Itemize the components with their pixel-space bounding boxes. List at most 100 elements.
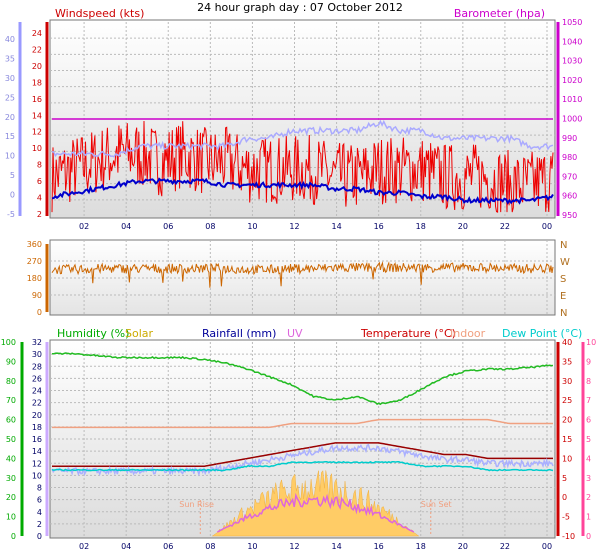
temperature-series-line xyxy=(52,442,553,467)
solar-series-area xyxy=(212,470,420,537)
rain-tick-4: 8 xyxy=(37,484,42,493)
rain-tick-6: 12 xyxy=(32,459,42,468)
temperature-tick-5: 15 xyxy=(562,435,572,444)
rain-tick-3: 6 xyxy=(37,496,42,505)
climate-x-tick-0: 02 xyxy=(79,542,89,551)
legend-item-3: UV xyxy=(287,327,303,340)
humidity-tick-7: 70 xyxy=(6,396,16,405)
legend-item-4: Temperature (°C) xyxy=(360,327,456,340)
climate-x-tick-1: 04 xyxy=(121,542,131,551)
wind-x-tick-8: 18 xyxy=(416,222,426,231)
temperature-tick-3: 5 xyxy=(562,474,567,483)
barometer-tick-4: 990 xyxy=(562,134,577,143)
feels-like-series-line xyxy=(51,443,554,477)
graph-title: 24 hour graph day : 07 October 2012 xyxy=(197,1,403,14)
legend-item-5: Indoor xyxy=(450,327,486,340)
rain-tick-14: 28 xyxy=(32,362,42,371)
wind-x-tick-4: 10 xyxy=(247,222,257,231)
indoor-series-line xyxy=(52,418,553,429)
humidity-tick-9: 90 xyxy=(6,357,16,366)
legend-item-0: Humidity (%) xyxy=(57,327,129,340)
uv-tick-5: 5 xyxy=(586,435,591,444)
humidity-series-line xyxy=(51,352,554,406)
wind-x-tick-6: 14 xyxy=(331,222,341,231)
temperature-tick-7: 25 xyxy=(562,396,572,405)
windspeed-tick-2: 6 xyxy=(37,177,42,186)
wind-x-tick-7: 16 xyxy=(374,222,384,231)
uv-tick-7: 7 xyxy=(586,396,591,405)
rain-tick-16: 32 xyxy=(32,338,42,347)
gust-tick-6: 25 xyxy=(5,93,15,102)
barometer-tick-0: 950 xyxy=(562,211,577,220)
windspeed-tick-5: 12 xyxy=(32,128,42,137)
humidity-tick-5: 50 xyxy=(6,435,16,444)
direction-tick-0: 0 xyxy=(37,308,42,317)
legend-item-6: Dew Point (°C) xyxy=(502,327,582,340)
windspeed-tick-7: 16 xyxy=(32,95,42,104)
average-wind-series-line xyxy=(51,177,554,205)
humidity-tick-10: 100 xyxy=(1,338,16,347)
rain-tick-5: 10 xyxy=(32,471,42,480)
uv-tick-8: 8 xyxy=(586,377,591,386)
barometer-tick-1: 960 xyxy=(562,192,577,201)
humidity-tick-3: 30 xyxy=(6,474,16,483)
humidity-tick-1: 10 xyxy=(6,513,16,522)
barometer-tick-2: 970 xyxy=(562,172,577,181)
climate-x-tick-2: 06 xyxy=(163,542,173,551)
climate-x-tick-7: 16 xyxy=(374,542,384,551)
gust-tick-1: 0 xyxy=(10,191,15,200)
uv-tick-3: 3 xyxy=(586,474,591,483)
gust-tick-7: 30 xyxy=(5,74,15,83)
climate-x-tick-6: 14 xyxy=(331,542,341,551)
climate-x-tick-5: 12 xyxy=(289,542,299,551)
legend-item-1: Solar xyxy=(125,327,154,340)
windspeed-tick-6: 14 xyxy=(32,111,42,120)
uv-tick-0: 0 xyxy=(586,532,591,541)
uv-tick-9: 9 xyxy=(586,357,591,366)
windspeed-tick-3: 8 xyxy=(37,161,42,170)
barometer-tick-6: 1010 xyxy=(562,95,582,104)
humidity-tick-4: 40 xyxy=(6,454,16,463)
sun-rise-label: Sun Rise xyxy=(179,500,214,509)
direction-series-line xyxy=(51,261,554,288)
barometer-tick-7: 1020 xyxy=(562,76,582,85)
wind-x-tick-1: 04 xyxy=(121,222,131,231)
humidity-tick-6: 60 xyxy=(6,416,16,425)
barometer-axis-title: Barometer (hpa) xyxy=(454,7,545,20)
climate-x-tick-11: 00 xyxy=(542,542,552,551)
temperature-tick-0: -10 xyxy=(562,532,575,541)
gust-tick-2: 5 xyxy=(10,171,15,180)
rain-tick-8: 16 xyxy=(32,435,42,444)
gust-series-line xyxy=(51,119,554,158)
direction-tick-1: 90 xyxy=(32,291,42,300)
temperature-tick-8: 30 xyxy=(562,377,572,386)
barometer-tick-3: 980 xyxy=(562,153,577,162)
wind-x-tick-0: 02 xyxy=(79,222,89,231)
wind-x-tick-9: 20 xyxy=(458,222,468,231)
uv-series-line xyxy=(216,492,415,533)
windspeed-series-line xyxy=(51,120,554,213)
gust-tick-8: 35 xyxy=(5,54,15,63)
compass-label-2: S xyxy=(560,274,566,285)
windspeed-tick-9: 20 xyxy=(32,62,42,71)
barometer-tick-5: 1000 xyxy=(562,115,582,124)
wind-x-tick-2: 06 xyxy=(163,222,173,231)
rain-tick-2: 4 xyxy=(37,508,42,517)
dewpoint-series-line xyxy=(51,460,554,472)
windspeed-tick-1: 4 xyxy=(37,194,42,203)
rain-tick-10: 20 xyxy=(32,411,42,420)
rain-tick-1: 2 xyxy=(37,520,42,529)
temperature-tick-10: 40 xyxy=(562,338,572,347)
windspeed-tick-10: 22 xyxy=(32,45,42,54)
rain-tick-11: 22 xyxy=(32,399,42,408)
uv-tick-2: 2 xyxy=(586,493,591,502)
uv-tick-1: 1 xyxy=(586,513,591,522)
rain-tick-9: 18 xyxy=(32,423,42,432)
uv-tick-10: 10 xyxy=(586,338,596,347)
gust-tick-9: 40 xyxy=(5,35,15,44)
windspeed-tick-8: 18 xyxy=(32,78,42,87)
climate-x-tick-3: 08 xyxy=(205,542,215,551)
temperature-tick-4: 10 xyxy=(562,454,572,463)
wind-x-tick-11: 00 xyxy=(542,222,552,231)
